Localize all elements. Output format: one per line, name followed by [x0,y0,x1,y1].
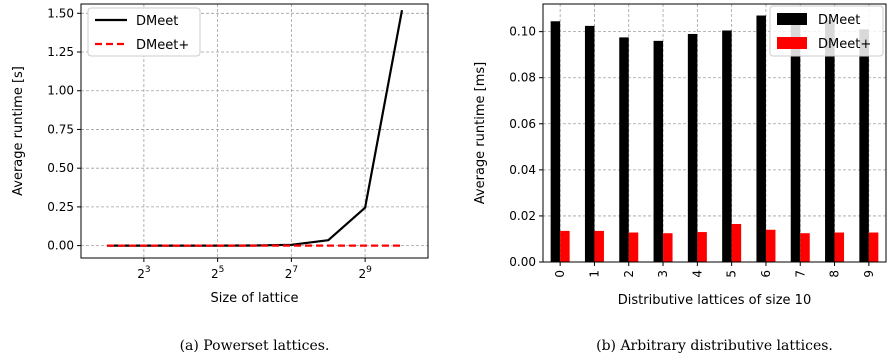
x-tick-label: 4 [690,270,704,278]
y-tick-label: 1.50 [47,6,74,20]
bar-dmeet [859,29,869,263]
bar-dmeet-plus [628,232,639,262]
y-tick-label: 1.25 [47,45,74,59]
bar-dmeet [825,20,835,262]
x-tick-label: 0 [553,270,567,278]
bar-dmeet [550,21,561,263]
caption-b: (b) Arbitrary distributive lattices. [596,338,833,354]
y-tick-label: 0.25 [47,200,74,214]
x-tick-label: 2 [622,270,636,278]
x-tick-label: 27 [285,265,298,281]
bar-dmeet [790,15,801,263]
bar-dmeet-plus [560,230,570,262]
bar-dmeet-plus [868,232,879,262]
x-tick-label: 7 [793,270,807,278]
legend-label-dmeet-plus: DMeet+ [818,37,871,52]
bar-dmeet [584,25,595,263]
bar-dmeet [653,40,664,262]
legend-swatch-dmeet [777,13,807,25]
distributive-runtime-chart: 0 1 2 3 4 5 6 7 8 9 0.00 0.02 0.04 0.06 0.08 0.10 Dist… [473,3,887,354]
caption-a: (a) Powerset lattices. [180,338,330,354]
y-axis-label: Average runtime [s] [11,66,26,196]
y-ticks: 0.00 0.25 0.50 0.75 1.00 1.25 1.50 [47,6,81,253]
y-tick-label: 1.00 [47,84,74,98]
bar-dmeet-plus [663,233,673,262]
x-axis-label: Size of lattice [210,291,298,306]
bar-dmeet-plus [765,229,776,262]
bar-dmeet [619,37,629,262]
y-tick-label: 0.10 [509,25,536,39]
x-tick-label: 29 [358,265,372,281]
x-tick-label: 6 [759,270,773,278]
y-tick-label: 0.02 [509,209,536,223]
legend-label-dmeet-plus: DMeet+ [136,38,189,53]
y-ticks: 0.00 0.02 0.04 0.06 0.08 0.10 [509,25,543,269]
bar-dmeet [687,33,698,263]
y-tick-label: 0.00 [509,255,536,269]
legend-label-dmeet: DMeet [818,13,860,28]
y-tick-label: 0.06 [509,117,536,131]
x-tick-label: 5 [725,270,739,278]
legend-swatch-dmeet-plus [777,37,807,49]
x-tick-label: 23 [137,265,150,281]
plot-frame [80,3,429,259]
bar-dmeet [756,15,766,263]
x-tick-label: 9 [862,270,876,278]
y-tick-label: 0.50 [47,161,74,175]
y-tick-label: 0.08 [509,71,536,85]
bars [550,15,879,263]
legend: DMeet DMeet+ [769,5,884,57]
x-tick-label: 25 [211,265,224,281]
x-tick-label: 1 [587,270,601,278]
bar-dmeet-plus [834,232,845,262]
bar-dmeet [722,30,732,262]
y-tick-label: 0.00 [47,239,74,253]
x-tick-label: 3 [656,270,670,278]
legend: DMeet DMeet+ [87,7,201,57]
x-ticks: 0 1 2 3 4 5 6 7 8 9 [553,262,876,278]
x-ticks: 23 25 27 29 [137,258,372,281]
bar-dmeet-plus [800,233,810,262]
plot-frame [542,3,887,263]
x-axis-label: Distributive lattices of size 10 [618,293,811,308]
legend-label-dmeet: DMeet [136,14,178,29]
y-axis-label: Average runtime [ms] [473,62,488,204]
powerset-runtime-chart: 23 25 27 29 0.00 0.25 0.50 0.75 1.00 1.25 1.50 Si… [11,3,429,354]
bar-dmeet-plus [594,230,604,262]
bar-dmeet-plus [731,223,742,262]
series-lines [107,9,404,247]
y-tick-label: 0.75 [47,122,74,136]
bar-dmeet-plus [697,232,707,262]
y-tick-label: 0.04 [509,163,536,177]
x-tick-label: 8 [828,270,842,278]
